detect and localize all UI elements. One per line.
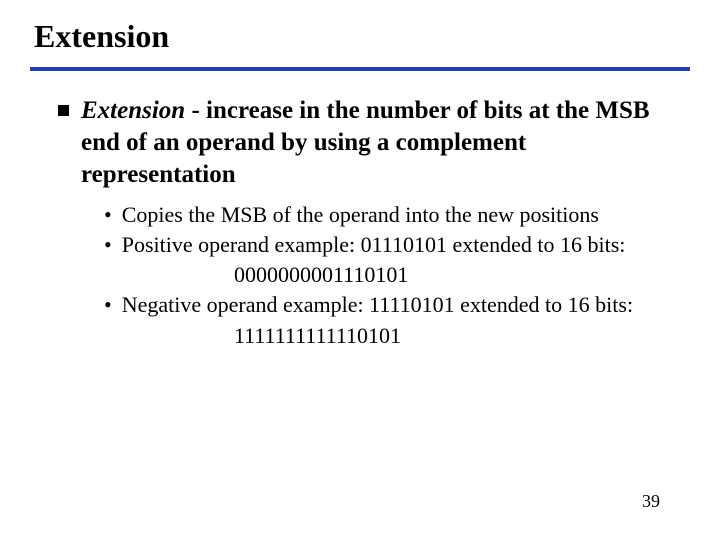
main-bullet-item: Extension - increase in the number of bi… bbox=[58, 95, 670, 191]
sub-text: Negative operand example: 11110101 exten… bbox=[122, 291, 633, 319]
slide-title: Extension bbox=[34, 18, 690, 55]
sub-text: Copies the MSB of the operand into the n… bbox=[122, 201, 599, 229]
sub-value: 0000000001110101 bbox=[234, 261, 660, 289]
main-text: Extension - increase in the number of bi… bbox=[81, 95, 670, 191]
sub-value: 1111111111110101 bbox=[234, 322, 660, 350]
title-underline bbox=[30, 67, 690, 71]
sub-text: Positive operand example: 01110101 exten… bbox=[122, 231, 626, 259]
dot-bullet-icon: • bbox=[104, 231, 112, 259]
sub-bullet-list: • Copies the MSB of the operand into the … bbox=[104, 201, 660, 350]
sub-bullet-item: • Positive operand example: 01110101 exte… bbox=[104, 231, 660, 259]
dot-bullet-icon: • bbox=[104, 201, 112, 229]
main-term: Extension bbox=[81, 97, 185, 124]
page-number: 39 bbox=[642, 491, 660, 512]
slide: Extension Extension - increase in the nu… bbox=[0, 0, 720, 540]
sub-bullet-item: • Negative operand example: 11110101 exte… bbox=[104, 291, 660, 319]
sub-bullet-item: • Copies the MSB of the operand into the … bbox=[104, 201, 660, 229]
dot-bullet-icon: • bbox=[104, 291, 112, 319]
square-bullet-icon bbox=[58, 105, 69, 116]
